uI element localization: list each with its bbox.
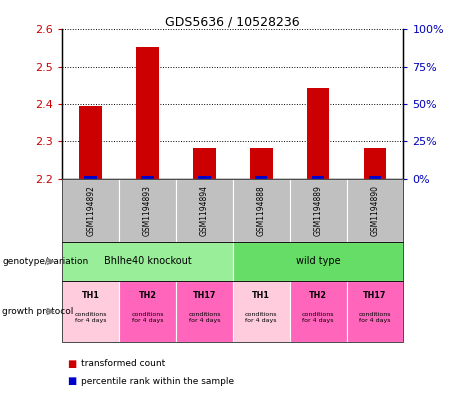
Bar: [198, 176, 211, 179]
Bar: [255, 176, 267, 179]
Text: wild type: wild type: [296, 256, 340, 266]
Text: conditions
for 4 days: conditions for 4 days: [131, 312, 164, 323]
Text: transformed count: transformed count: [81, 359, 165, 368]
Text: GSM1194893: GSM1194893: [143, 185, 152, 236]
Bar: [141, 176, 154, 179]
Text: conditions
for 4 days: conditions for 4 days: [302, 312, 334, 323]
Bar: [84, 176, 97, 179]
Text: GSM1194889: GSM1194889: [313, 185, 323, 236]
Bar: [136, 47, 159, 179]
Text: conditions
for 4 days: conditions for 4 days: [188, 312, 221, 323]
Text: ■: ■: [67, 358, 76, 369]
Title: GDS5636 / 10528236: GDS5636 / 10528236: [165, 15, 300, 28]
Text: GSM1194888: GSM1194888: [257, 185, 266, 236]
Bar: [364, 148, 386, 179]
Text: ■: ■: [67, 376, 76, 386]
Text: conditions
for 4 days: conditions for 4 days: [245, 312, 278, 323]
Text: conditions
for 4 days: conditions for 4 days: [74, 312, 107, 323]
Text: GSM1194894: GSM1194894: [200, 185, 209, 236]
Text: GSM1194892: GSM1194892: [86, 185, 95, 236]
Text: TH1: TH1: [82, 291, 100, 300]
Bar: [250, 148, 272, 179]
Text: conditions
for 4 days: conditions for 4 days: [359, 312, 391, 323]
Bar: [369, 176, 381, 179]
Bar: [312, 176, 325, 179]
Bar: [193, 148, 216, 179]
Text: percentile rank within the sample: percentile rank within the sample: [81, 377, 234, 386]
Text: growth protocol: growth protocol: [2, 307, 74, 316]
Text: TH2: TH2: [138, 291, 157, 300]
Text: TH17: TH17: [363, 291, 387, 300]
Text: genotype/variation: genotype/variation: [2, 257, 89, 266]
Bar: [79, 106, 102, 179]
Text: TH2: TH2: [309, 291, 327, 300]
Text: Bhlhe40 knockout: Bhlhe40 knockout: [104, 256, 191, 266]
Text: GSM1194890: GSM1194890: [371, 185, 379, 236]
Text: TH1: TH1: [252, 291, 270, 300]
Bar: [307, 88, 330, 179]
Text: TH17: TH17: [193, 291, 216, 300]
